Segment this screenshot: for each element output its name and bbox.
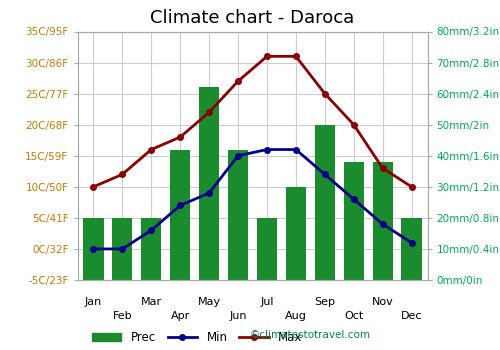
Text: Apr: Apr — [170, 310, 190, 321]
Text: May: May — [198, 297, 220, 307]
Text: Dec: Dec — [401, 310, 422, 321]
Bar — [402, 218, 421, 280]
Bar — [141, 218, 162, 280]
Bar — [228, 149, 248, 280]
Title: Climate chart - Daroca: Climate chart - Daroca — [150, 9, 354, 27]
Text: Mar: Mar — [140, 297, 162, 307]
Bar — [286, 187, 306, 280]
Bar — [112, 218, 132, 280]
Text: Jun: Jun — [230, 310, 247, 321]
Text: Jan: Jan — [85, 297, 102, 307]
Legend: Prec, Min, Max: Prec, Min, Max — [87, 326, 308, 349]
Bar — [344, 162, 364, 280]
Text: Aug: Aug — [285, 310, 307, 321]
Bar — [257, 218, 277, 280]
Bar — [170, 149, 190, 280]
Text: Jul: Jul — [260, 297, 274, 307]
Bar — [372, 162, 393, 280]
Bar — [199, 88, 219, 280]
Text: Sep: Sep — [314, 297, 336, 307]
Text: Nov: Nov — [372, 297, 394, 307]
Bar — [314, 125, 335, 280]
Text: Feb: Feb — [112, 310, 132, 321]
Text: Oct: Oct — [344, 310, 364, 321]
Text: ©climatestotravel.com: ©climatestotravel.com — [250, 330, 371, 340]
Bar — [84, 218, 103, 280]
